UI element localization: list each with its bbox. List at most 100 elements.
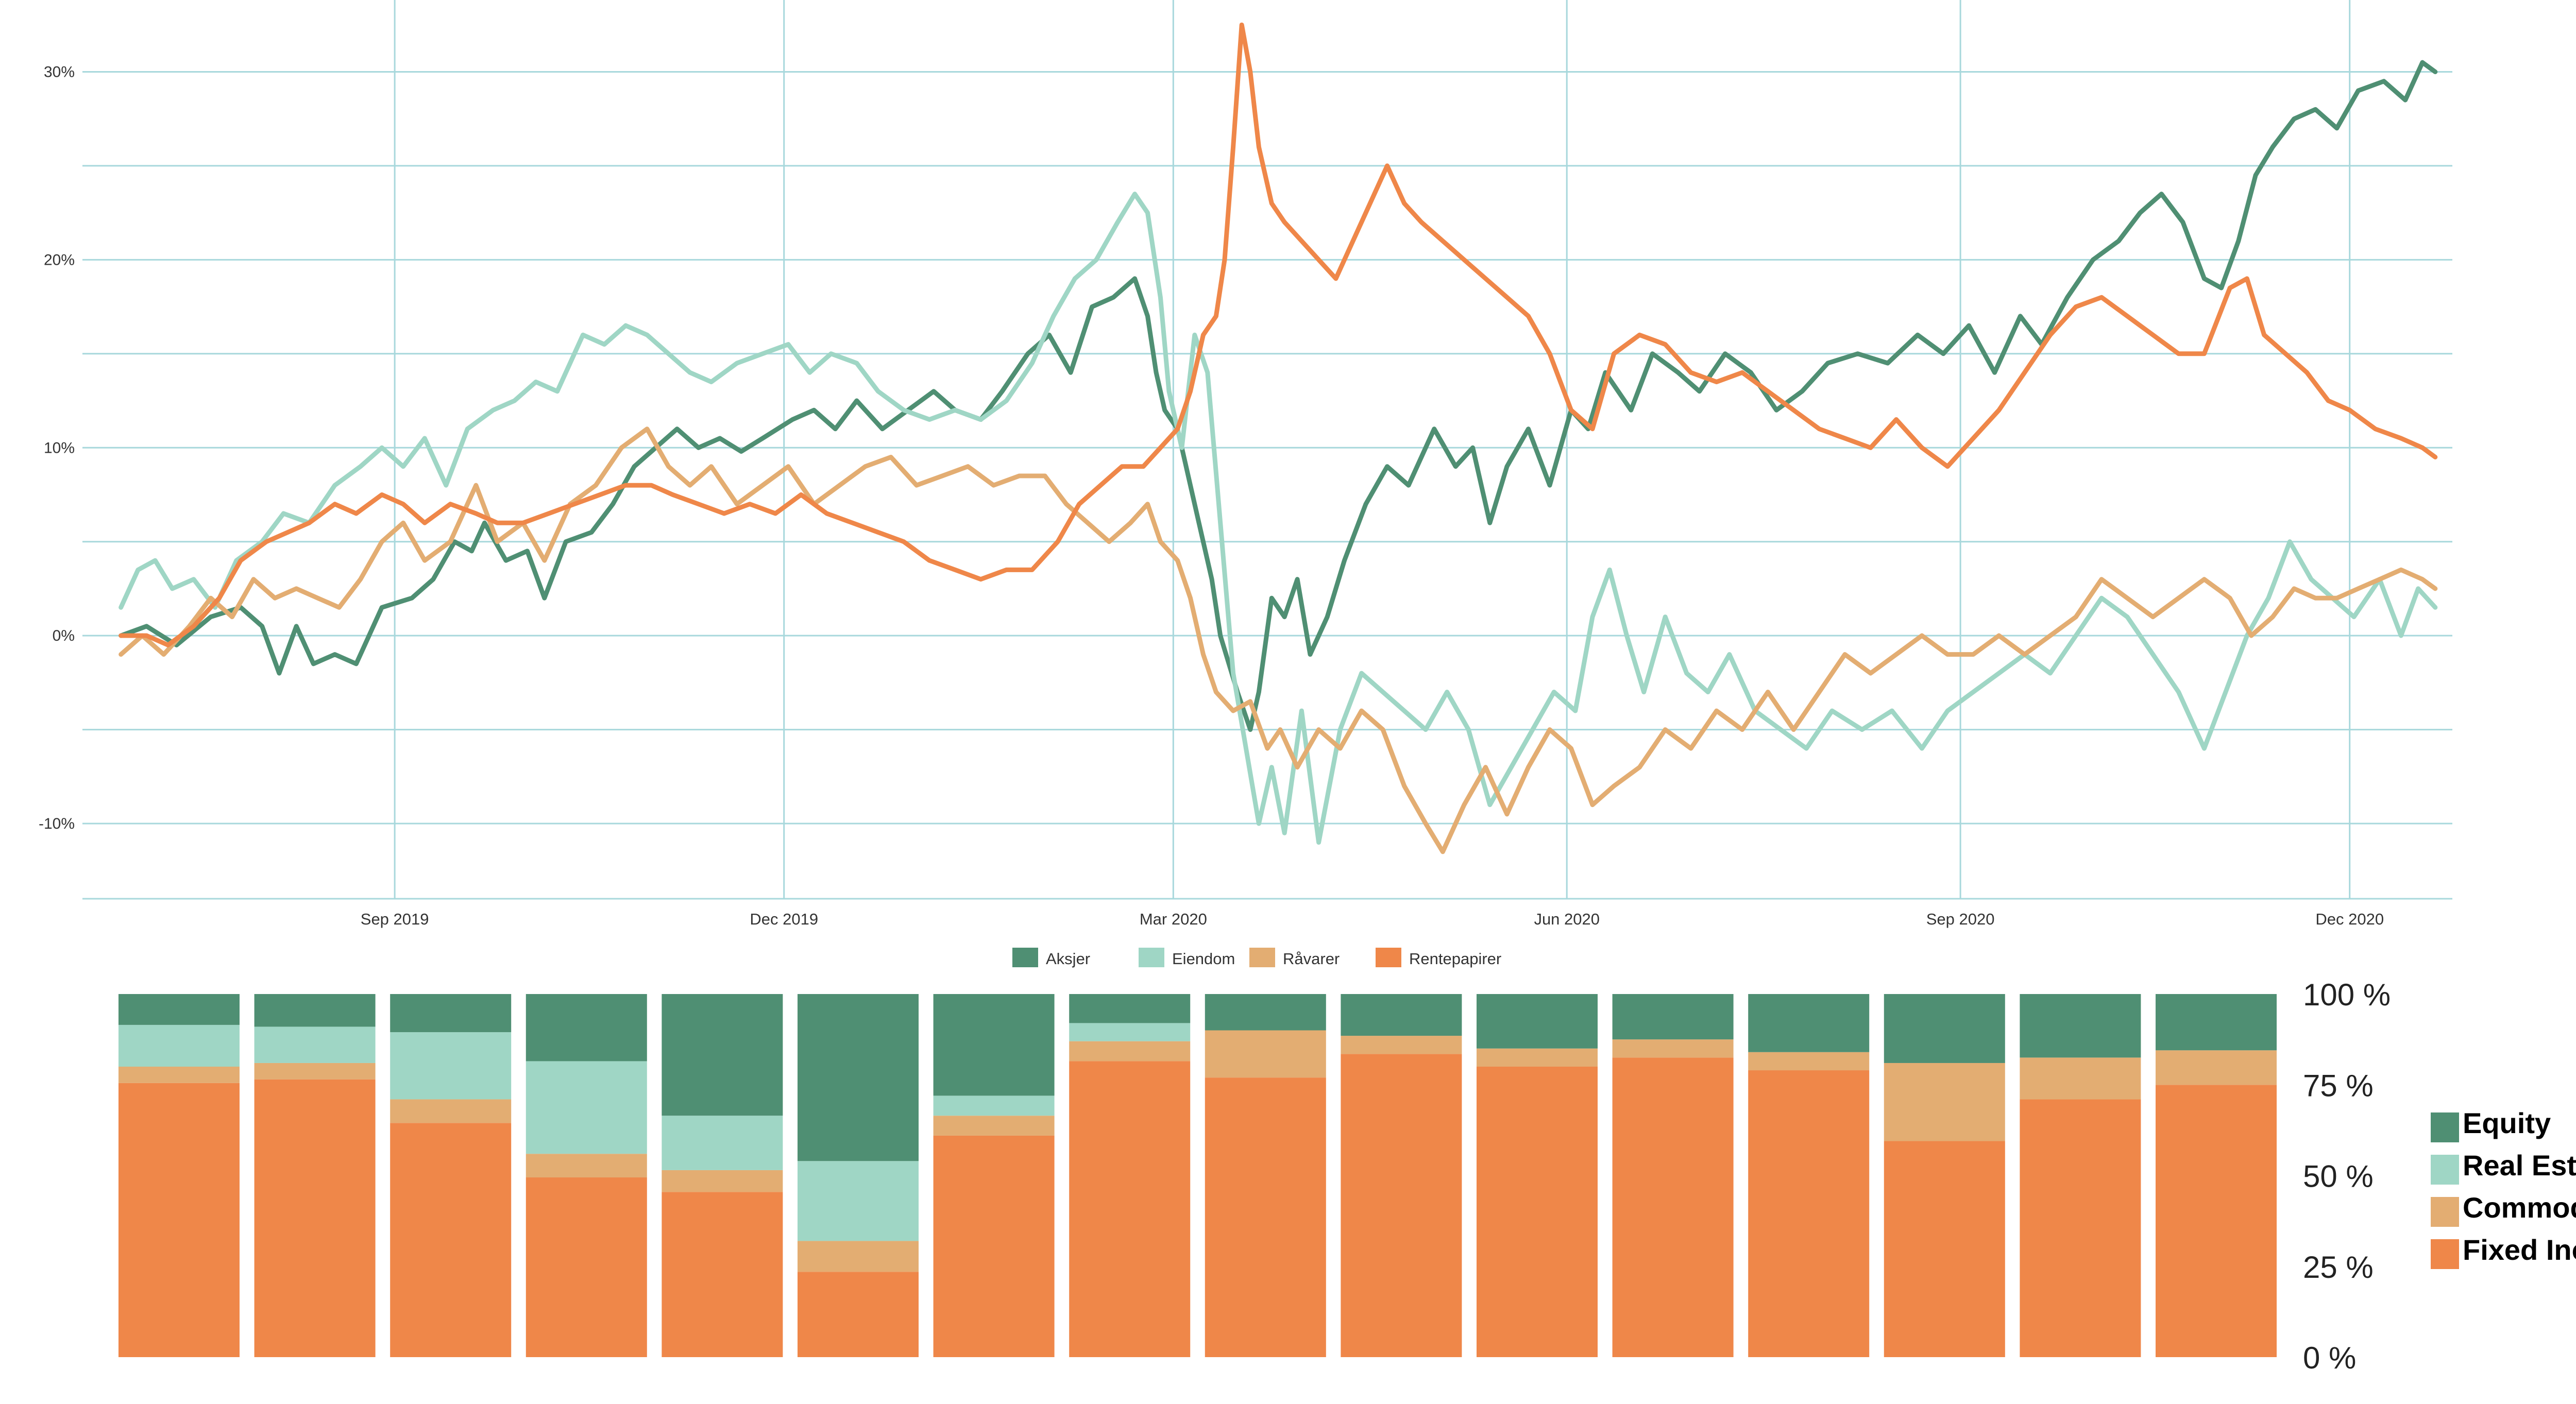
x-tick-label: Jun 2020 — [1534, 910, 1600, 928]
x-tick-label: Dec 2020 — [2315, 910, 2384, 928]
bar-y-tick-label: 100 % — [2303, 978, 2391, 1012]
bar-legend-swatch-equity — [2431, 1112, 2459, 1142]
y-tick-label: -10% — [39, 815, 75, 832]
bar-segment-real_estate — [390, 1032, 512, 1100]
x-tick-label: Sep 2020 — [1926, 910, 1995, 928]
bar-segment-fixed_income — [118, 1083, 240, 1357]
bar-segment-real_estate — [254, 1026, 376, 1063]
bar-legend-label: Commodity — [2463, 1191, 2576, 1224]
bar-segment-real_estate — [1069, 1023, 1191, 1041]
bar-segment-commodity — [2156, 1050, 2277, 1085]
bar-segment-commodity — [1612, 1039, 1734, 1058]
bar-segment-equity — [1748, 994, 1870, 1052]
bar-segment-commodity — [1477, 1048, 1598, 1067]
bar-chart-y-axis: 100 % 75 % 50 % 25 % 0 % — [2303, 978, 2391, 1375]
bar-y-tick-label: 25 % — [2303, 1250, 2374, 1285]
bar-segment-equity — [1205, 994, 1326, 1031]
bar-y-tick-label: 0 % — [2303, 1341, 2356, 1375]
legend-swatch-commodity — [1249, 948, 1275, 967]
bar-chart: 100 % 75 % 50 % 25 % 0 % Equity Real Estate Co… — [118, 978, 2576, 1375]
bar-segment-equity — [2156, 994, 2277, 1051]
bar-segment-commodity — [2020, 1057, 2141, 1100]
bar-segment-real_estate — [526, 1061, 647, 1154]
bar-segment-fixed_income — [1477, 1067, 1598, 1357]
y-tick-label: 10% — [44, 439, 75, 456]
bar-legend-swatch-commodity — [2431, 1197, 2459, 1227]
bar-segment-commodity — [662, 1170, 783, 1192]
legend-label: Rentepapirer — [1409, 950, 1501, 968]
legend-label: Råvarer — [1283, 950, 1340, 968]
bar-segment-fixed_income — [390, 1123, 512, 1357]
legend-label: Eiendom — [1172, 950, 1235, 968]
line-chart-y-axis: 30% 20% 10% 0% -10% — [39, 63, 75, 832]
bar-segment-commodity — [1341, 1036, 1462, 1054]
series-line-equity — [118, 60, 2438, 732]
bar-segment-equity — [1884, 994, 2005, 1063]
bar-segment-equity — [662, 994, 783, 1116]
bar-segment-commodity — [254, 1063, 376, 1080]
bar-segment-fixed_income — [1612, 1057, 1734, 1357]
y-tick-label: 0% — [53, 627, 75, 644]
bar-legend-label: Real Estate — [2463, 1149, 2576, 1182]
bar-segment-commodity — [933, 1116, 1055, 1136]
bar-segment-equity — [118, 994, 240, 1025]
bar-segment-fixed_income — [2156, 1085, 2277, 1357]
line-chart-grid — [82, 0, 2452, 900]
bar-segment-equity — [1477, 994, 1598, 1049]
bar-segment-equity — [390, 994, 512, 1033]
line-chart-series — [118, 22, 2438, 854]
bar-segment-commodity — [1748, 1052, 1870, 1071]
x-tick-label: Dec 2019 — [750, 910, 818, 928]
y-tick-label: 30% — [44, 63, 75, 80]
legend-swatch-equity — [1012, 948, 1038, 967]
bar-segment-fixed_income — [526, 1177, 647, 1357]
bar-segment-real_estate — [798, 1161, 919, 1241]
bar-legend-label: Equity — [2463, 1107, 2551, 1139]
bar-segment-fixed_income — [2020, 1099, 2141, 1357]
bar-segment-fixed_income — [933, 1135, 1055, 1357]
legend-swatch-fixed_income — [1376, 948, 1401, 967]
bar-segment-fixed_income — [1748, 1070, 1870, 1357]
x-tick-label: Sep 2019 — [361, 910, 429, 928]
bar-segment-real_estate — [118, 1024, 240, 1067]
bar-segment-commodity — [526, 1154, 647, 1178]
bar-legend-swatch-real_estate — [2431, 1155, 2459, 1185]
bar-segment-equity — [254, 994, 376, 1027]
bar-segment-equity — [2020, 994, 2141, 1058]
series-line-fixed_income — [118, 22, 2438, 647]
series-line-real_estate — [118, 192, 2438, 845]
bar-segment-equity — [1612, 994, 1734, 1040]
bar-segment-fixed_income — [1884, 1141, 2005, 1357]
bar-segment-fixed_income — [1069, 1061, 1191, 1357]
series-line-commodity — [118, 426, 2438, 854]
bar-segment-fixed_income — [662, 1192, 783, 1357]
bar-segment-commodity — [1069, 1041, 1191, 1061]
x-tick-label: Mar 2020 — [1140, 910, 1207, 928]
bar-segment-fixed_income — [1341, 1054, 1462, 1357]
bar-segment-real_estate — [662, 1116, 783, 1170]
bar-segment-equity — [1069, 994, 1191, 1023]
bar-segment-commodity — [1884, 1063, 2005, 1141]
bar-segment-equity — [933, 994, 1055, 1096]
bar-segment-fixed_income — [1205, 1077, 1326, 1357]
bar-legend-label: Fixed Income — [2463, 1234, 2576, 1266]
bar-y-tick-label: 50 % — [2303, 1159, 2374, 1194]
bar-legend-swatch-fixed_income — [2431, 1239, 2459, 1269]
bar-segment-commodity — [1205, 1030, 1326, 1078]
bar-segment-fixed_income — [254, 1079, 376, 1357]
y-tick-label: 20% — [44, 251, 75, 268]
line-chart: 30% 20% 10% 0% -10% Sep 2019 Dec 2019 Mar 2020… — [39, 0, 2452, 968]
legend-swatch-real_estate — [1139, 948, 1164, 967]
bar-segment-equity — [798, 994, 919, 1161]
bar-segment-equity — [526, 994, 647, 1061]
bar-segment-equity — [1341, 994, 1462, 1036]
bar-y-tick-label: 75 % — [2303, 1068, 2374, 1103]
bar-chart-legend: Equity Real Estate Commodity Fixed Income — [2431, 1107, 2576, 1269]
bar-segment-commodity — [390, 1099, 512, 1123]
bar-chart-bars — [118, 994, 2277, 1357]
bar-segment-fixed_income — [798, 1272, 919, 1357]
bar-segment-commodity — [118, 1067, 240, 1083]
line-chart-legend: Aksjer Eiendom Råvarer Rentepapirer — [1012, 948, 1501, 968]
